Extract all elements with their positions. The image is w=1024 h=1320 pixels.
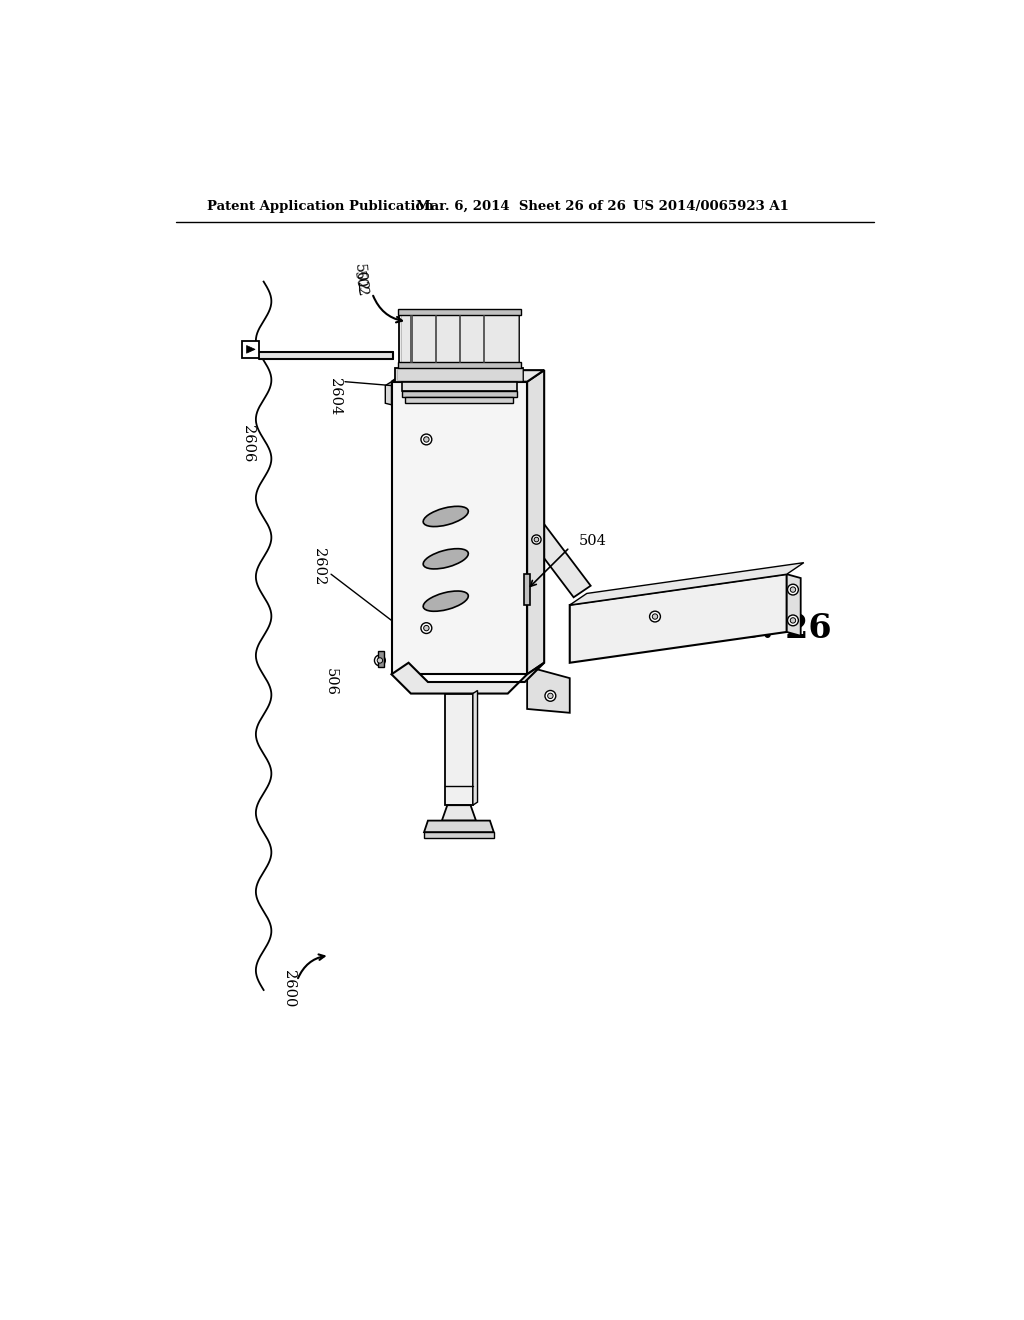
Polygon shape: [527, 667, 569, 713]
Circle shape: [424, 437, 429, 442]
Text: FIG. 26: FIG. 26: [695, 611, 831, 644]
Bar: [397, 309, 521, 315]
Circle shape: [531, 535, 541, 544]
Circle shape: [652, 614, 657, 619]
Circle shape: [545, 690, 556, 701]
Text: Mar. 6, 2014  Sheet 26 of 26: Mar. 6, 2014 Sheet 26 of 26: [417, 199, 626, 213]
Polygon shape: [527, 524, 591, 597]
Polygon shape: [391, 370, 544, 381]
Circle shape: [787, 585, 799, 595]
Polygon shape: [442, 805, 476, 821]
Polygon shape: [569, 574, 786, 663]
Polygon shape: [569, 562, 804, 605]
Circle shape: [787, 615, 799, 626]
Bar: [395, 368, 523, 381]
Circle shape: [421, 623, 432, 634]
Polygon shape: [391, 663, 544, 693]
Text: 2600: 2600: [283, 970, 296, 1007]
Text: Patent Application Publication: Patent Application Publication: [207, 199, 434, 213]
Bar: [397, 370, 521, 380]
Ellipse shape: [423, 549, 468, 569]
Bar: [445, 693, 473, 805]
Bar: [391, 381, 527, 675]
Bar: [378, 651, 384, 667]
Polygon shape: [786, 574, 801, 636]
Bar: [399, 313, 519, 364]
Circle shape: [649, 611, 660, 622]
Circle shape: [421, 434, 432, 445]
Text: US 2014/0065923 A1: US 2014/0065923 A1: [633, 199, 790, 213]
Bar: [434, 314, 436, 363]
Bar: [397, 362, 521, 368]
Polygon shape: [527, 370, 544, 675]
Polygon shape: [385, 381, 391, 405]
Bar: [459, 314, 460, 363]
Text: 2604: 2604: [328, 379, 342, 416]
Bar: [401, 391, 517, 397]
Text: 506: 506: [324, 668, 338, 696]
Polygon shape: [424, 821, 494, 832]
Bar: [406, 397, 513, 404]
Bar: [242, 341, 259, 358]
Text: 2606: 2606: [241, 425, 255, 462]
Bar: [411, 314, 412, 363]
Circle shape: [375, 655, 385, 665]
Circle shape: [791, 618, 796, 623]
Ellipse shape: [423, 507, 468, 527]
Text: 502: 502: [351, 269, 370, 298]
Bar: [482, 314, 484, 363]
Text: 2602: 2602: [312, 548, 327, 585]
Circle shape: [791, 587, 796, 593]
Bar: [424, 832, 494, 838]
Bar: [524, 574, 530, 605]
Circle shape: [377, 657, 383, 663]
Circle shape: [535, 537, 539, 541]
Text: 502: 502: [351, 263, 368, 292]
Bar: [259, 351, 393, 359]
Text: 504: 504: [579, 535, 607, 548]
Circle shape: [424, 626, 429, 631]
Circle shape: [548, 693, 553, 698]
Bar: [401, 381, 517, 391]
Bar: [400, 314, 518, 363]
Polygon shape: [247, 346, 255, 354]
Polygon shape: [473, 690, 477, 805]
Ellipse shape: [423, 591, 468, 611]
